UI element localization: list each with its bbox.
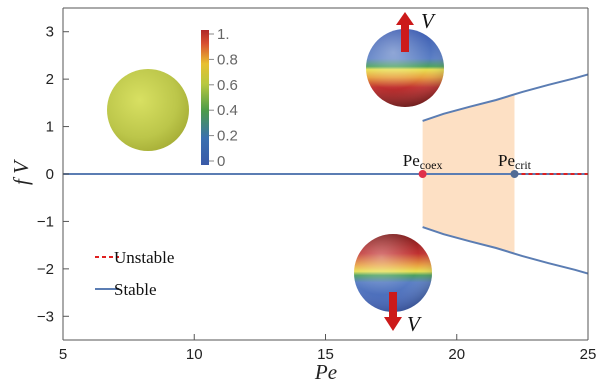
colorbar-tick-label: 0.4 (217, 102, 238, 119)
y-tick-label: 0 (46, 166, 54, 183)
colorbar-tick-label: 0 (217, 153, 225, 170)
arrow-down-icon (384, 317, 402, 331)
legend-label: Unstable (114, 248, 174, 267)
legend-label: Stable (114, 280, 157, 299)
colorbar-tick-label: 0.2 (217, 128, 238, 145)
x-tick-label: 10 (186, 346, 203, 363)
series-line-2 (422, 73, 589, 122)
y-tick-label: −3 (37, 308, 54, 325)
y-tick-label: 1 (46, 119, 54, 136)
colorbar-ticks: 1. 0.8 0.6 0.4 0.2 0 (209, 26, 238, 170)
y-tick-label: 2 (46, 71, 54, 88)
arrow-up-shaft (401, 24, 409, 52)
series-layer (63, 73, 589, 275)
marker-layer: Pecoex Pecrit (403, 151, 532, 178)
y-axis-ticks: 3 2 1 0 −1 −2 −3 (37, 24, 69, 325)
arrow-down-shaft (389, 292, 397, 318)
y-tick-label: −2 (37, 261, 54, 278)
velocity-label-down: V (407, 312, 422, 336)
y-axis-label: f V (9, 159, 33, 185)
x-tick-label: 5 (59, 346, 67, 363)
x-tick-label: 20 (448, 346, 465, 363)
x-tick-label: 15 (317, 346, 334, 363)
marker-label-pe-crit: Pecrit (498, 151, 532, 172)
colorbar-gradient (201, 30, 209, 165)
velocity-label-up: V (421, 9, 436, 33)
x-tick-label: 25 (580, 346, 597, 363)
series-line-3 (422, 226, 589, 275)
colorbar-tick-label: 1. (217, 26, 230, 43)
x-axis-ticks: 5 10 15 20 25 (59, 334, 597, 363)
marker-pe-crit (510, 170, 519, 178)
x-axis-label: Pe (314, 360, 337, 383)
colorbar-tick-label: 0.8 (217, 51, 238, 68)
y-tick-label: −1 (37, 213, 54, 230)
polarized-sphere-up: V (366, 9, 444, 107)
sphere-bottom-shade (354, 234, 432, 312)
arrow-up-icon (396, 12, 414, 25)
isotropic-sphere (107, 69, 189, 151)
colorbar-tick-label: 0.6 (217, 77, 238, 94)
polarized-sphere-down: V (354, 234, 432, 336)
marker-label-pe-coex: Pecoex (403, 151, 443, 172)
colorbar: 1. 0.8 0.6 0.4 0.2 0 (201, 26, 238, 170)
y-tick-label: 3 (46, 24, 54, 41)
sphere-top-shade (366, 29, 444, 107)
legend: Unstable Stable (95, 248, 174, 299)
marker-pe-coex (418, 170, 427, 178)
